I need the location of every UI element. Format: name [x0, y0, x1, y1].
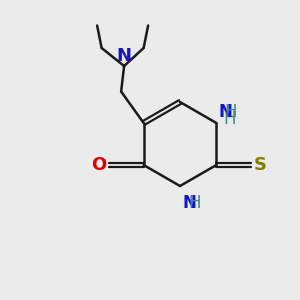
Text: O: O: [92, 156, 107, 174]
Text: H: H: [188, 194, 201, 212]
Text: N: N: [182, 194, 196, 212]
Text: S: S: [253, 156, 266, 174]
Text: H: H: [225, 103, 237, 121]
Text: N: N: [117, 47, 132, 65]
Text: H: H: [224, 110, 236, 128]
Text: N: N: [219, 103, 232, 121]
